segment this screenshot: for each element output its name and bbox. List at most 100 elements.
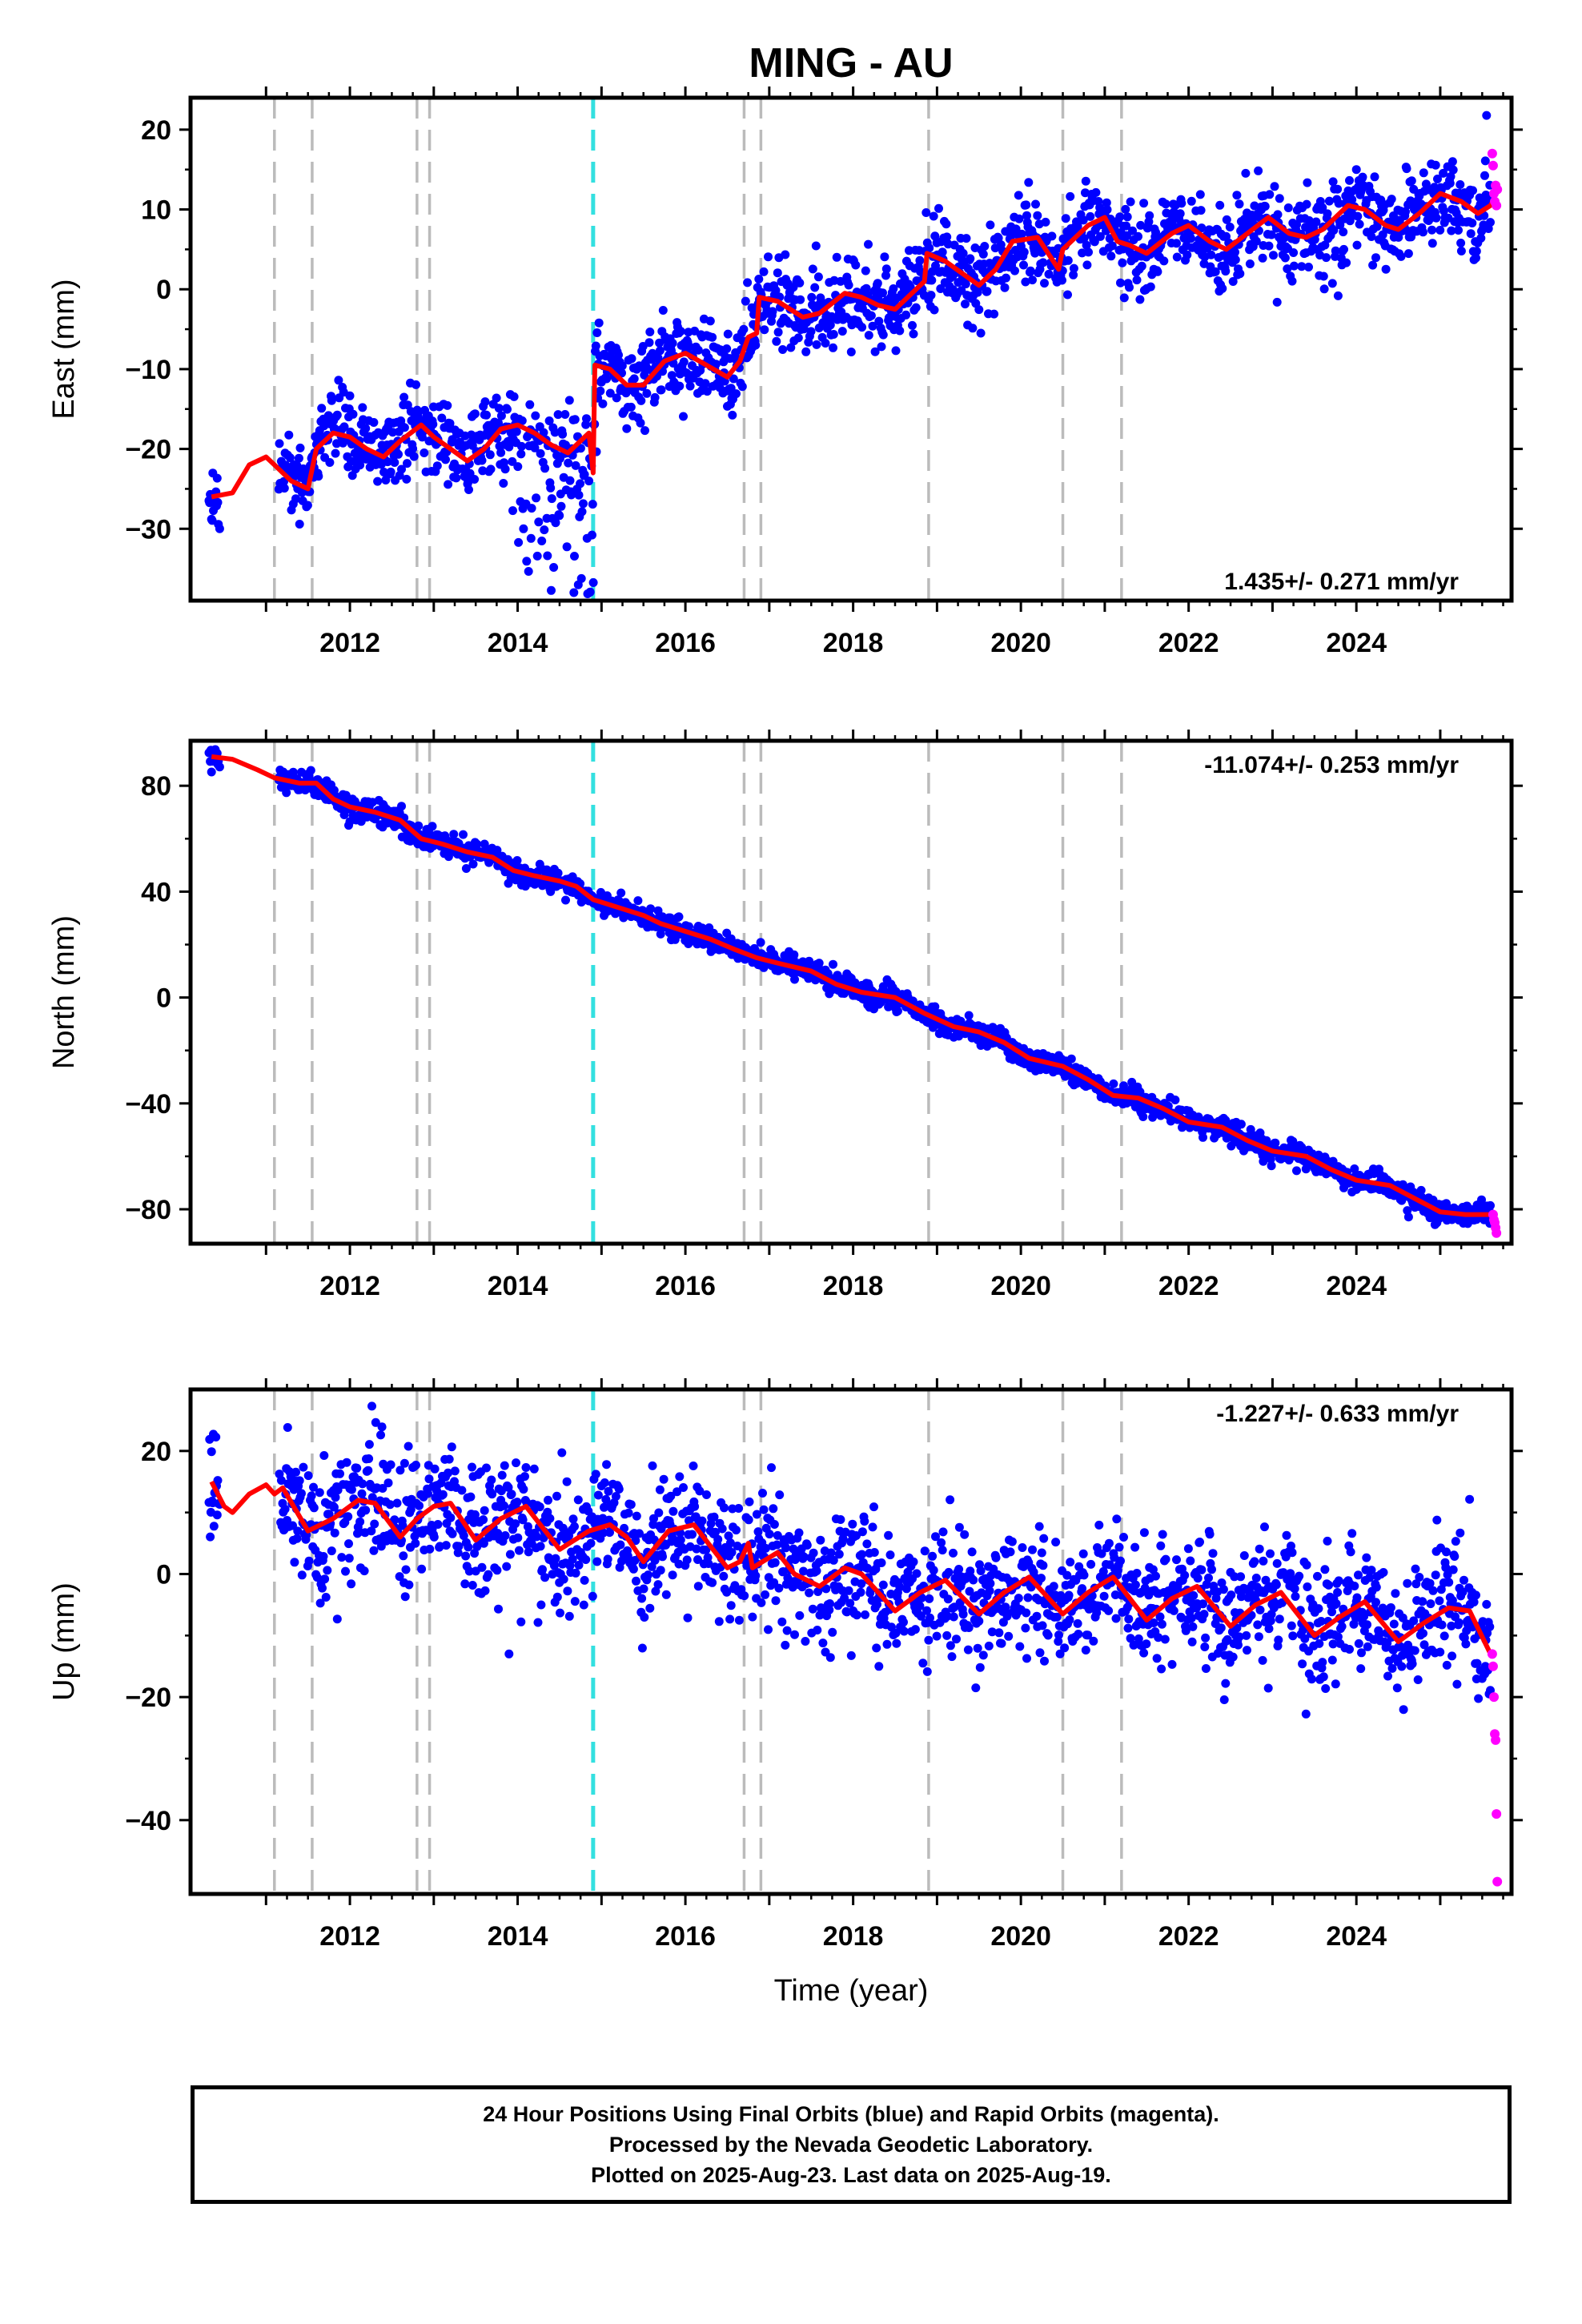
final-orbit-point [614,350,623,360]
final-orbit-point [1170,1096,1180,1104]
final-orbit-point [1231,255,1240,264]
final-orbit-point [811,241,821,251]
final-orbit-point [331,448,340,458]
final-orbit-point [1333,184,1343,194]
final-orbit-point [367,1526,376,1536]
final-orbit-point [396,1466,405,1475]
final-orbit-point [364,1440,374,1449]
final-orbit-point [1403,1212,1413,1222]
final-orbit-point [648,1461,657,1470]
final-orbit-point [1125,283,1134,292]
final-orbit-point [1367,232,1376,241]
final-orbit-point [845,1598,855,1608]
final-orbit-point [954,1565,964,1574]
final-orbit-point [297,1570,307,1580]
final-orbit-point [500,1501,508,1510]
y-tick-label: 0 [156,983,171,1014]
y-tick-label: 40 [141,877,171,907]
final-orbit-point [1351,165,1361,175]
y-axis-label: East (mm) [47,279,81,419]
final-orbit-point [975,1663,985,1672]
final-orbit-point [949,1548,958,1558]
final-orbit-point [697,1516,707,1526]
final-orbit-point [938,247,947,257]
final-orbit-point [1245,259,1255,268]
final-orbit-point [212,473,222,483]
final-orbit-point [720,1503,729,1513]
final-orbit-point [925,1594,934,1603]
final-orbit-point [592,328,602,337]
final-orbit-point [1024,178,1034,187]
final-orbit-point [893,1007,902,1015]
final-orbit-point [504,1649,514,1659]
final-orbit-point [734,1615,744,1625]
final-orbit-point [805,956,814,966]
final-orbit-point [790,975,799,984]
final-orbit-point [532,1532,541,1542]
final-orbit-point [1002,273,1010,283]
final-orbit-point [412,1461,420,1470]
final-orbit-point [874,1662,884,1671]
final-orbit-point [321,1593,331,1602]
final-orbit-point [576,479,585,489]
final-orbit-point [1218,283,1227,293]
final-orbit-point [444,480,453,489]
final-orbit-point [1121,204,1130,214]
final-orbit-point [676,327,685,336]
final-orbit-point [814,959,824,968]
final-orbit-point [857,1527,867,1537]
final-orbit-point [726,1601,736,1610]
final-orbit-point [390,1515,400,1525]
final-orbit-point [1241,168,1251,178]
final-orbit-point [600,1502,608,1512]
x-tick-label: 2020 [990,628,1051,658]
final-orbit-point [293,1526,303,1536]
final-orbit-point [908,320,917,330]
final-orbit-point [1292,1166,1301,1176]
y-tick-label: 10 [141,195,171,226]
final-orbit-point [539,428,548,437]
final-orbit-point [683,1613,693,1622]
final-orbit-point [624,1508,633,1518]
final-orbit-point [504,1482,513,1492]
final-orbit-point [215,524,224,533]
final-orbit-point [799,1566,808,1576]
final-orbit-point [895,1582,905,1592]
final-orbit-point [1215,200,1225,210]
final-orbit-point [781,1640,790,1650]
final-orbit-point [567,490,576,500]
final-orbit-point [347,1485,356,1494]
final-orbit-point [786,343,796,352]
final-orbit-point [963,1645,973,1655]
final-orbit-point [592,1557,602,1566]
final-orbit-point [1339,244,1348,254]
final-orbit-point [778,1567,788,1576]
final-orbit-point [877,1558,886,1567]
final-orbit-point [810,283,820,292]
final-orbit-point [309,1482,318,1492]
final-orbit-point [470,409,480,419]
final-orbit-point [466,1492,476,1502]
final-orbit-point [1254,166,1263,175]
final-orbit-point [521,1463,531,1472]
final-orbit-point [961,279,970,289]
final-orbit-point [884,1530,893,1540]
final-orbit-point [477,1562,487,1572]
final-orbit-point [596,386,605,396]
final-orbit-point [424,1474,434,1484]
final-orbit-point [215,762,224,772]
y-tick-label: −30 [125,514,171,545]
final-orbit-point [381,476,391,485]
final-orbit-point [1456,180,1465,189]
final-orbit-point [1197,223,1207,233]
final-orbit-point [1109,1079,1118,1088]
final-orbit-point [408,444,418,453]
final-orbit-point [1019,247,1029,257]
final-orbit-point [701,379,710,388]
final-orbit-point [1265,190,1275,199]
final-orbit-point [383,1478,393,1488]
final-orbit-point [873,279,882,288]
final-orbit-point [642,388,652,398]
final-orbit-point [568,1514,578,1524]
final-orbit-point [757,1598,766,1607]
